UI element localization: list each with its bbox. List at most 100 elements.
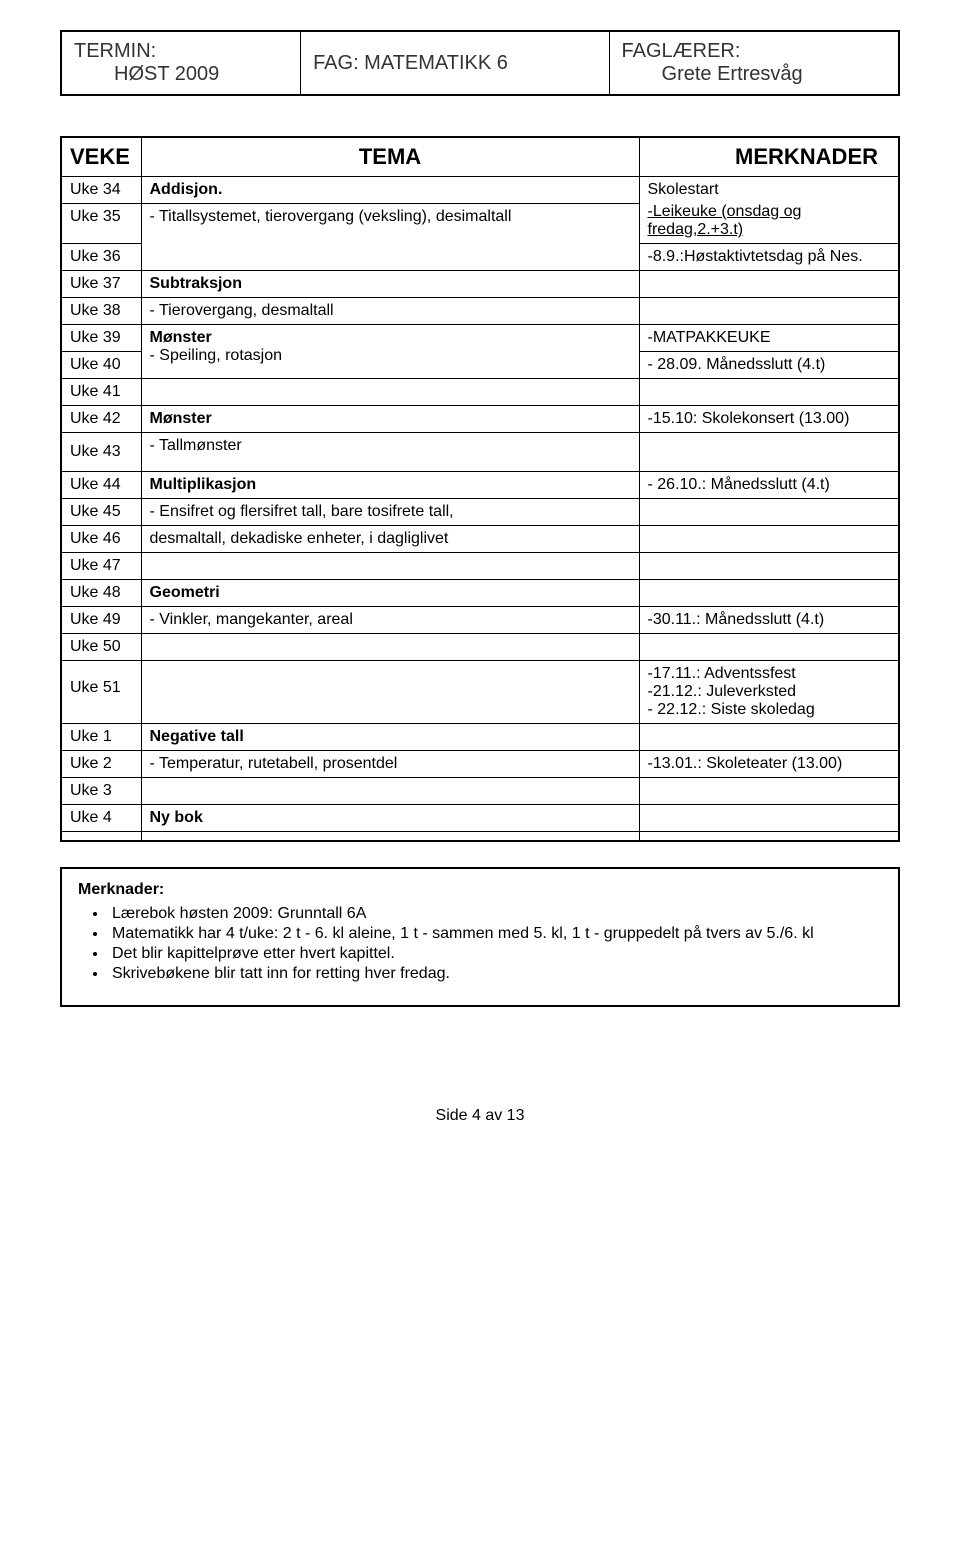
merk-cell (639, 778, 899, 805)
table-row: Uke 42 Mønster -15.10: Skolekonsert (13.… (61, 406, 899, 433)
merk-cell: -15.10: Skolekonsert (13.00) (639, 406, 899, 433)
col-header-veke: VEKE (61, 137, 141, 177)
merk-cell (639, 298, 899, 325)
tema-cell: Addisjon. (141, 177, 639, 204)
fag-label: FAG: MATEMATIKK 6 (313, 52, 508, 74)
table-row: Uke 2 - Temperatur, rutetabell, prosentd… (61, 751, 899, 778)
table-row: Uke 39 Mønster - Speiling, rotasjon -MAT… (61, 325, 899, 352)
col-header-tema: TEMA (141, 137, 639, 177)
merk-cell: -MATPAKKEUKE (639, 325, 899, 352)
page-footer: Side 4 av 13 (60, 1107, 900, 1125)
merk-cell (639, 271, 899, 298)
veke-cell: Uke 3 (61, 778, 141, 805)
table-row: Uke 37 Subtraksjon (61, 271, 899, 298)
table-row (61, 832, 899, 842)
veke-cell: Uke 50 (61, 634, 141, 661)
table-row: Uke 34 Addisjon. Skolestart -Leikeuke (o… (61, 177, 899, 204)
tema-cell: Ny bok (141, 805, 639, 832)
tema-cell (141, 778, 639, 805)
faglaerer-label: FAGLÆRER: (622, 40, 741, 62)
table-row: Uke 38 - Tierovergang, desmaltall (61, 298, 899, 325)
veke-cell: Uke 43 (61, 433, 141, 472)
notes-item: Skrivebøkene blir tatt inn for retting h… (108, 965, 882, 983)
merk-cell (639, 379, 899, 406)
termin-value: HØST 2009 (74, 63, 288, 86)
veke-cell: Uke 42 (61, 406, 141, 433)
table-row: Uke 44 Multiplikasjon - 26.10.: Månedssl… (61, 472, 899, 499)
col-header-merknader: MERKNADER (639, 137, 899, 177)
veke-cell: Uke 4 (61, 805, 141, 832)
tema-cell (141, 379, 639, 406)
schedule-table: VEKE TEMA MERKNADER Uke 34 Addisjon. Sko… (60, 136, 900, 842)
veke-cell: Uke 36 (61, 244, 141, 271)
veke-cell: Uke 47 (61, 553, 141, 580)
tema-cell (141, 634, 639, 661)
veke-cell: Uke 2 (61, 751, 141, 778)
merk-cell (639, 580, 899, 607)
tema-cell: - Temperatur, rutetabell, prosentdel (141, 751, 639, 778)
tema-cell (141, 661, 639, 724)
merk-cell: -17.11.: Adventssfest -21.12.: Juleverks… (639, 661, 899, 724)
veke-cell: Uke 40 (61, 352, 141, 379)
table-row: Uke 47 (61, 553, 899, 580)
merk-text: -17.11.: Adventssfest (648, 665, 891, 683)
tema-cell: Negative tall (141, 724, 639, 751)
merk-cell: Skolestart -Leikeuke (onsdag og fredag,2… (639, 177, 899, 244)
veke-cell: Uke 46 (61, 526, 141, 553)
tema-text: - Speiling, rotasjon (150, 347, 283, 364)
table-row: Uke 43 - Tallmønster (61, 433, 899, 472)
veke-cell: Uke 1 (61, 724, 141, 751)
table-row: Uke 48 Geometri (61, 580, 899, 607)
notes-title: Merknader: (78, 881, 164, 898)
veke-cell (61, 832, 141, 842)
faglaerer-cell: FAGLÆRER: Grete Ertresvåg (609, 31, 899, 95)
table-row: Uke 50 (61, 634, 899, 661)
merk-cell: -13.01.: Skoleteater (13.00) (639, 751, 899, 778)
merk-cell: - 28.09. Månedsslutt (4.t) (639, 352, 899, 379)
veke-cell: Uke 49 (61, 607, 141, 634)
tema-cell: Geometri (141, 580, 639, 607)
table-row: Uke 41 (61, 379, 899, 406)
notes-box: Merknader: Lærebok høsten 2009: Grunntal… (60, 867, 900, 1007)
veke-cell: Uke 35 (61, 204, 141, 244)
header-table: TERMIN: HØST 2009 FAG: MATEMATIKK 6 FAGL… (60, 30, 900, 96)
notes-item: Det blir kapittelprøve etter hvert kapit… (108, 945, 882, 963)
tema-cell (141, 553, 639, 580)
table-header-row: VEKE TEMA MERKNADER (61, 137, 899, 177)
table-row: Uke 51 -17.11.: Adventssfest -21.12.: Ju… (61, 661, 899, 724)
veke-cell: Uke 37 (61, 271, 141, 298)
tema-cell: Multiplikasjon (141, 472, 639, 499)
notes-item: Matematikk har 4 t/uke: 2 t - 6. kl alei… (108, 925, 882, 943)
veke-cell: Uke 51 (61, 661, 141, 724)
merk-cell: -30.11.: Månedsslutt (4.t) (639, 607, 899, 634)
table-row: Uke 3 (61, 778, 899, 805)
veke-cell: Uke 34 (61, 177, 141, 204)
faglaerer-value: Grete Ertresvåg (622, 63, 886, 86)
tema-cell (141, 832, 639, 842)
table-row: Uke 45 - Ensifret og flersifret tall, ba… (61, 499, 899, 526)
tema-cell: - Titallsystemet, tierovergang (veksling… (141, 204, 639, 271)
merk-cell (639, 634, 899, 661)
merk-text: Skolestart (648, 181, 891, 199)
tema-cell: - Ensifret og flersifret tall, bare tosi… (141, 499, 639, 526)
merk-cell (639, 724, 899, 751)
tema-cell: - Tierovergang, desmaltall (141, 298, 639, 325)
merk-cell (639, 832, 899, 842)
merk-cell: - 26.10.: Månedsslutt (4.t) (639, 472, 899, 499)
veke-cell: Uke 39 (61, 325, 141, 352)
tema-cell: - Vinkler, mangekanter, areal (141, 607, 639, 634)
tema-cell: - Tallmønster (141, 433, 639, 472)
merk-cell (639, 553, 899, 580)
tema-cell: desmaltall, dekadiske enheter, i dagligl… (141, 526, 639, 553)
merk-cell (639, 499, 899, 526)
veke-cell: Uke 45 (61, 499, 141, 526)
table-row: Uke 4 Ny bok (61, 805, 899, 832)
merk-text: - 22.12.: Siste skoledag (648, 701, 891, 719)
merk-text: -21.12.: Juleverksted (648, 683, 891, 701)
termin-label: TERMIN: (74, 40, 156, 62)
tema-bold: Mønster (150, 329, 212, 346)
tema-cell: Subtraksjon (141, 271, 639, 298)
merk-cell (639, 805, 899, 832)
merk-cell (639, 526, 899, 553)
termin-cell: TERMIN: HØST 2009 (61, 31, 301, 95)
